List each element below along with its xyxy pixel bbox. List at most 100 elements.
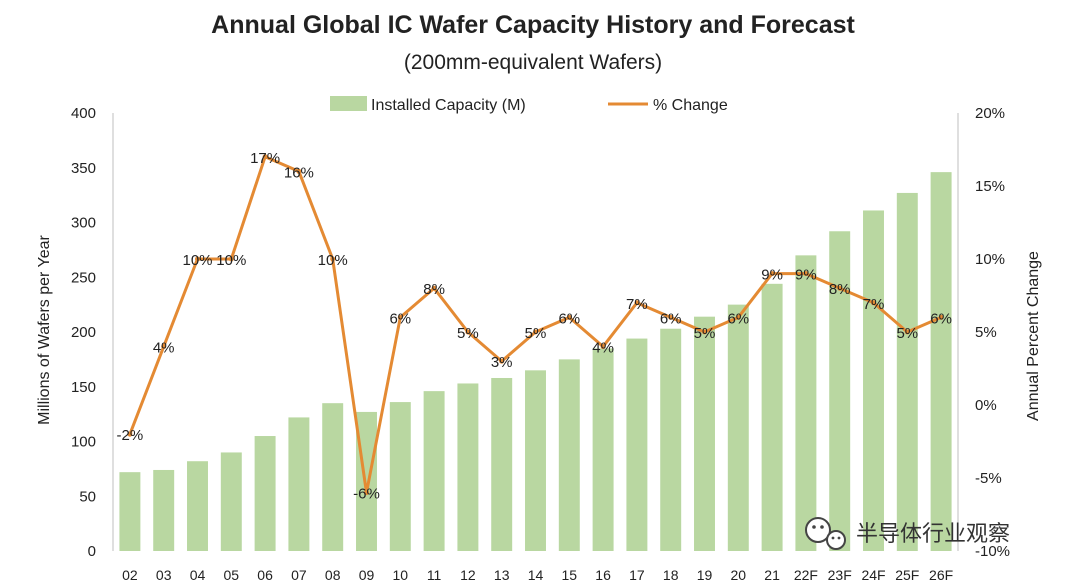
change-data-label: 9% — [761, 267, 783, 284]
change-point — [127, 431, 133, 437]
change-data-label: -2% — [117, 427, 144, 444]
capacity-bar — [153, 469, 175, 551]
change-data-label: 6% — [389, 310, 411, 327]
x-tick-label: 26F — [929, 567, 953, 581]
line-series — [127, 154, 944, 496]
change-data-label: 17% — [250, 150, 280, 167]
y-tick-right-label: 10% — [975, 251, 1005, 268]
watermark-text: 半导体行业观察 — [856, 521, 1010, 546]
x-tick-label: 19 — [697, 567, 713, 581]
change-data-label: 10% — [318, 252, 348, 269]
change-point — [262, 154, 268, 160]
x-tick-label: 10 — [393, 567, 409, 581]
chart-subtitle: (200mm-equivalent Wafers) — [404, 51, 662, 74]
change-point — [634, 300, 640, 306]
capacity-bar — [558, 359, 580, 551]
change-point — [330, 256, 336, 262]
change-data-label: 6% — [660, 310, 682, 327]
x-axis-ticks: 02 03 04 05 06 07 08 09 10 11 12 13 14 15 16 17 18 19 20 21… — [122, 567, 953, 583]
capacity-bar — [254, 436, 276, 551]
y-tick-left-label: 100 — [71, 434, 96, 451]
y-tick-left-label: 50 — [79, 488, 96, 505]
capacity-bar — [694, 316, 715, 551]
y-tick-left-label: 250 — [71, 269, 96, 286]
y-tick-right-label: 0% — [975, 397, 997, 414]
y-tick-left-label: 400 — [71, 105, 96, 122]
change-point — [397, 314, 403, 320]
x-tick-label: 23F — [828, 567, 852, 581]
wechat-logo-icon — [805, 517, 846, 550]
y-axis-right-label: Annual Percent Change — [1025, 251, 1042, 421]
change-data-label: 9% — [795, 267, 817, 284]
x-tick-label: 05 — [224, 567, 240, 581]
x-tick-label: 12 — [460, 567, 476, 581]
y-tick-left-label: 300 — [71, 215, 96, 232]
legend: Installed Capacity (M) % Change — [330, 96, 728, 114]
capacity-bar — [491, 377, 513, 551]
x-tick-label: 20 — [731, 567, 747, 581]
x-tick-label: 03 — [156, 567, 172, 581]
change-point — [533, 329, 538, 335]
change-data-label: 5% — [525, 325, 547, 342]
change-point — [296, 168, 302, 174]
capacity-bar — [660, 328, 682, 551]
capacity-bar — [930, 172, 952, 551]
capacity-bar — [592, 348, 614, 551]
watermark: 半导体行业观察 — [805, 517, 1010, 550]
capacity-bar — [187, 461, 208, 551]
change-data-label: 8% — [829, 281, 851, 298]
change-point — [904, 329, 910, 335]
x-tick-label: 14 — [528, 567, 544, 581]
change-point — [566, 314, 572, 320]
line-data-labels: -2%4%10% 10%17%16%10%-6%6%8%5%3%5%6%4%7%6… — [117, 150, 952, 503]
legend-label-capacity: Installed Capacity (M) — [371, 97, 526, 114]
change-point — [195, 256, 200, 262]
capacity-bar — [322, 403, 344, 551]
change-data-label: 5% — [457, 325, 479, 342]
capacity-bar — [626, 338, 648, 551]
x-tick-label: 21 — [764, 567, 780, 581]
y-tick-right-label: -5% — [975, 470, 1002, 487]
change-point — [431, 285, 437, 291]
change-data-label: 5% — [694, 325, 716, 342]
capacity-bar — [220, 452, 242, 551]
change-data-label: 8% — [423, 281, 445, 298]
x-tick-label: 15 — [562, 567, 578, 581]
capacity-bar — [525, 370, 546, 551]
capacity-bar — [389, 402, 411, 551]
y-tick-right-label: 20% — [975, 105, 1005, 122]
change-data-label: 10% — [216, 252, 246, 269]
change-point — [364, 490, 369, 496]
capacity-bar — [795, 255, 817, 551]
legend-swatch-capacity — [330, 96, 367, 111]
capacity-bar — [896, 192, 918, 551]
y-tick-right-label: 5% — [975, 324, 997, 341]
change-point — [228, 256, 234, 262]
change-point — [499, 358, 505, 364]
y-tick-right-label: -10% — [975, 543, 1010, 560]
change-data-label: 7% — [863, 296, 885, 313]
change-data-label: 6% — [727, 310, 749, 327]
y-tick-left-label: 350 — [71, 160, 96, 177]
capacity-bar — [119, 472, 141, 551]
change-point — [938, 314, 944, 320]
x-tick-label: 02 — [122, 567, 138, 581]
capacity-bar — [423, 391, 445, 551]
y-tick-left-label: 0 — [88, 543, 96, 560]
capacity-bar — [457, 383, 479, 551]
change-point — [702, 329, 707, 335]
bar-series — [119, 172, 952, 551]
change-point — [769, 271, 775, 277]
change-data-label: 5% — [896, 325, 918, 342]
change-point — [735, 314, 741, 320]
x-tick-label: 22F — [794, 567, 818, 581]
change-point — [803, 271, 809, 277]
x-tick-label: 06 — [257, 567, 273, 581]
y-tick-left-label: 150 — [71, 379, 96, 396]
x-tick-label: 04 — [190, 567, 206, 581]
change-data-label: 3% — [491, 354, 513, 371]
change-data-label: -6% — [353, 486, 380, 503]
change-data-label: 16% — [284, 164, 314, 181]
